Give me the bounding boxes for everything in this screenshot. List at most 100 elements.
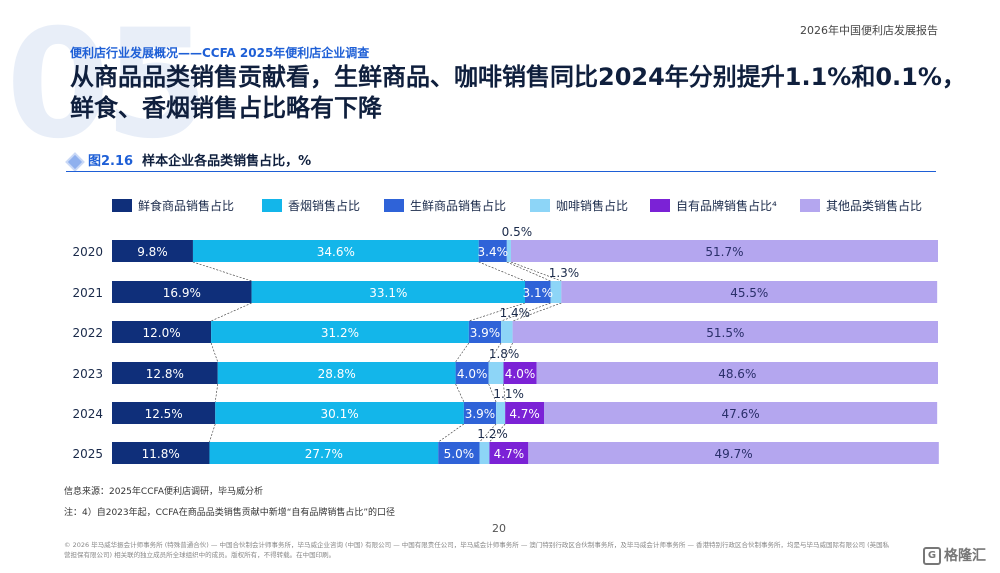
bar-segment [505, 402, 544, 424]
data-label: 31.2% [321, 326, 359, 340]
legend-label-4: 自有品牌销售占比⁴ [676, 198, 777, 213]
data-label: 0.5% [502, 225, 533, 239]
category-label: 2025 [72, 447, 103, 461]
legend-swatch-0 [112, 199, 132, 212]
data-label: 30.1% [321, 407, 359, 421]
legend-label-2: 生鲜商品销售占比 [410, 198, 506, 213]
bar-segment [192, 240, 479, 262]
bar-segment [550, 281, 562, 303]
figure-title: 样本企业各品类销售占比，% [142, 154, 312, 169]
connector-line [503, 342, 513, 363]
category-label: 2024 [72, 407, 103, 421]
data-label: 12.0% [142, 326, 180, 340]
data-label: 3.9% [470, 326, 501, 340]
data-label: 3.1% [523, 286, 554, 300]
bar-segment [503, 362, 537, 384]
watermark-logo: G 格隆汇 [923, 545, 986, 565]
page-number: 20 [492, 522, 506, 535]
legend-swatch-2 [384, 199, 404, 212]
legend-label-0: 鲜食商品销售占比 [138, 198, 234, 213]
data-label: 45.5% [730, 286, 768, 300]
page-headline: 从商品品类销售贡献看，生鲜商品、咖啡销售同比2024年分别提升1.1%和0.1%… [70, 63, 966, 122]
category-label: 2021 [72, 286, 103, 300]
section-number-watermark: 05 [6, 0, 209, 172]
connector-line [455, 342, 470, 363]
connector-line [506, 261, 551, 282]
bar-segment [468, 321, 502, 343]
legend-swatch-4 [650, 199, 670, 212]
data-label: 4.0% [505, 367, 536, 381]
legend-swatch-1 [262, 199, 282, 212]
data-label: 1.1% [493, 387, 524, 401]
connector-line [210, 302, 252, 322]
bar-segment [463, 402, 497, 424]
data-label: 28.8% [318, 367, 356, 381]
connector-line [488, 342, 502, 363]
data-label: 1.2% [477, 427, 508, 441]
connector-line [214, 383, 219, 403]
bar-segment [525, 281, 551, 303]
legend-swatch-5 [800, 199, 820, 212]
source-note: 信息来源：2025年CCFA便利店调研，毕马威分析 [64, 487, 263, 497]
connector-line [479, 423, 497, 443]
bar-segment [536, 362, 938, 384]
figure-number: 图2.16 [88, 154, 134, 169]
bar-segment [209, 442, 439, 464]
bar-segment [512, 321, 938, 343]
bar-segment [510, 240, 938, 262]
bar-segment [215, 402, 464, 424]
legend-swatch-3 [530, 199, 550, 212]
bar-segment [488, 362, 504, 384]
data-label: 1.8% [489, 347, 520, 361]
report-title: 2026年中国便利店发展报告 [800, 24, 938, 37]
data-label: 3.9% [465, 407, 496, 421]
section-title: 便利店行业发展概况——CCFA 2025年便利店企业调查 [70, 46, 370, 60]
data-label: 34.6% [317, 245, 355, 259]
category-label: 2023 [72, 367, 103, 381]
connector-line [510, 261, 562, 282]
legend-label-3: 咖啡销售占比 [556, 198, 628, 213]
bar-segment [561, 281, 938, 303]
figure-caption: 图2.16 样本企业各品类销售占比，% [66, 150, 311, 169]
connector-line [478, 261, 526, 282]
bar-segment [251, 281, 525, 303]
bar-segment [501, 321, 513, 343]
connector-line [503, 383, 506, 403]
connector-line [209, 423, 216, 443]
legend-label-5: 其他品类销售占比 [826, 198, 922, 213]
connector-line [192, 261, 252, 282]
figure-divider [66, 171, 936, 172]
connector-line [438, 423, 465, 443]
connector-line [455, 383, 465, 403]
data-label: 33.1% [369, 286, 407, 300]
data-label: 48.6% [718, 367, 756, 381]
data-label: 9.8% [137, 245, 168, 259]
data-label: 4.0% [457, 367, 488, 381]
category-label: 2022 [72, 326, 103, 340]
bar-segment [112, 321, 212, 343]
watermark-text: 格隆汇 [944, 548, 986, 564]
legend-label-1: 香烟销售占比 [288, 198, 360, 213]
bar-segment [528, 442, 939, 464]
bar-segment [478, 240, 507, 262]
footnote: 注：4）自2023年起，CCFA在商品品类销售贡献中新增“自有品牌销售占比”的口… [64, 508, 396, 518]
bar-segment [496, 402, 506, 424]
bar-segment [211, 321, 469, 343]
bar-segment [506, 240, 511, 262]
bar-segment [489, 442, 529, 464]
data-label: 11.8% [142, 447, 180, 461]
bar-segment [479, 442, 490, 464]
copyright-text: © 2026 毕马威华振会计师事务所 (特殊普通合伙) — 中国合伙制会计师事务… [64, 541, 890, 559]
diamond-icon [67, 154, 83, 169]
data-label: 12.5% [145, 407, 183, 421]
connector-line [210, 342, 219, 363]
data-label: 16.9% [163, 286, 201, 300]
bar-segment [438, 442, 480, 464]
data-label: 12.8% [146, 367, 184, 381]
logo-icon: G [923, 547, 941, 565]
data-label: 27.7% [305, 447, 343, 461]
data-label: 51.5% [706, 326, 744, 340]
data-label: 47.6% [722, 407, 760, 421]
data-label: 51.7% [705, 245, 743, 259]
